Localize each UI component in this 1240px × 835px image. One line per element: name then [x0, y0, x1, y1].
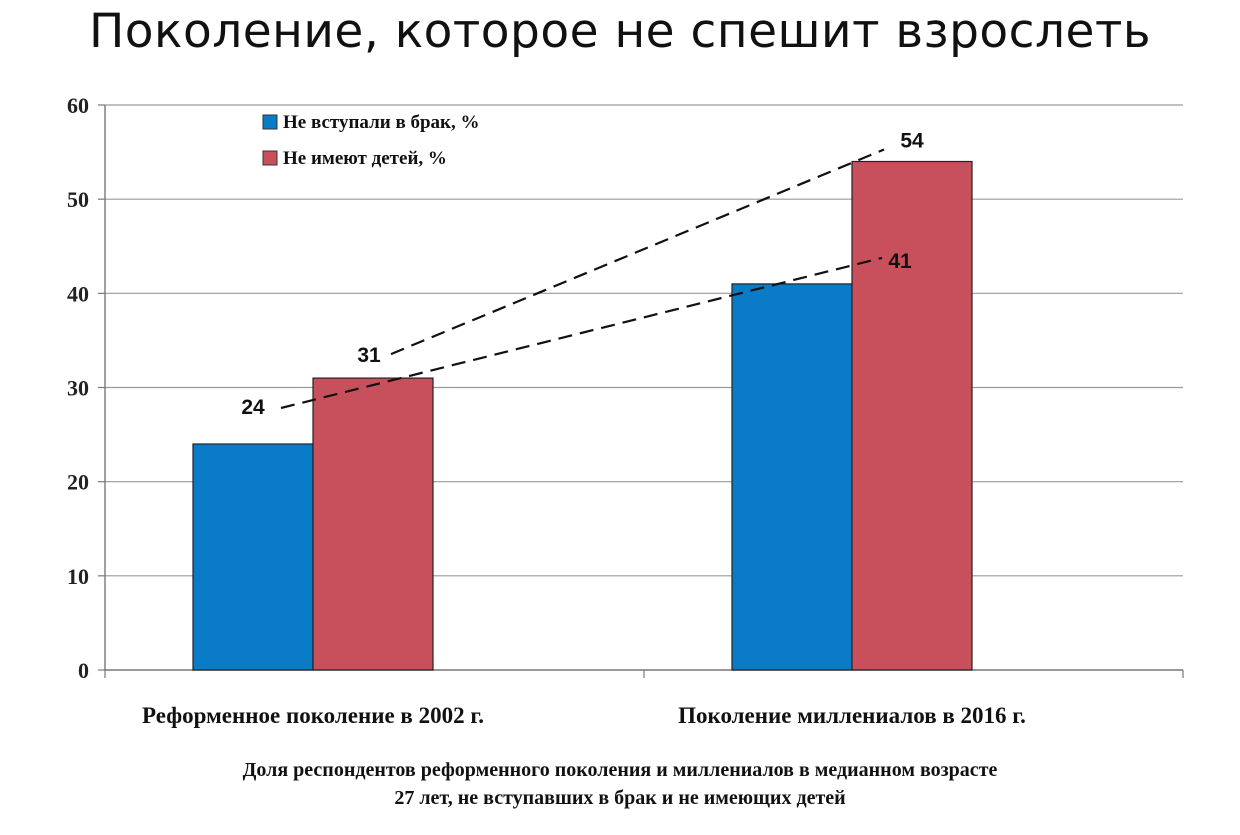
x-category-label: Поколение миллениалов в 2016 г.: [678, 703, 1026, 728]
x-category-label: Реформенное поколение в 2002 г.: [142, 703, 484, 728]
y-tick-label: 10: [67, 564, 89, 589]
y-tick-label: 40: [67, 281, 89, 306]
bar: [312, 377, 434, 671]
data-label: 41: [888, 250, 912, 273]
bars: [192, 160, 973, 671]
caption-line-1: Доля респондентов реформенного поколения…: [242, 759, 998, 781]
chart-title: Поколение, которое не спешит взрослеть: [88, 4, 1152, 59]
chart-caption: Доля респондентов реформенного поколения…: [0, 756, 1240, 812]
trend-lines: [280, 148, 885, 410]
legend-label: Не имеют детей, %: [283, 148, 447, 169]
data-label: 24: [241, 396, 265, 419]
axes: 0 10 20 30 40 50 60 Реформенное поколение в 200…: [67, 93, 1184, 728]
y-tick-label: 50: [67, 187, 89, 212]
y-tick-label: 30: [67, 376, 89, 401]
legend-swatch: [262, 114, 278, 130]
caption-line-2: 27 лет, не вступавших в брак и не имеющи…: [394, 787, 846, 809]
bar: [192, 443, 314, 671]
trend-line: [390, 148, 885, 356]
y-tick-label: 60: [67, 93, 89, 118]
data-label: 54: [900, 130, 924, 153]
bar: [851, 160, 973, 671]
y-tick-label: 0: [78, 658, 89, 683]
legend-label: Не вступали в брак, %: [283, 112, 479, 133]
legend-swatch: [262, 150, 278, 166]
legend: Не вступали в брак, % Не имеют детей, %: [262, 112, 479, 169]
trend-line: [280, 256, 883, 410]
data-labels: 24 41 31 54: [241, 130, 924, 420]
data-label: 31: [357, 344, 381, 367]
bar: [731, 283, 853, 671]
y-tick-label: 20: [67, 470, 89, 495]
